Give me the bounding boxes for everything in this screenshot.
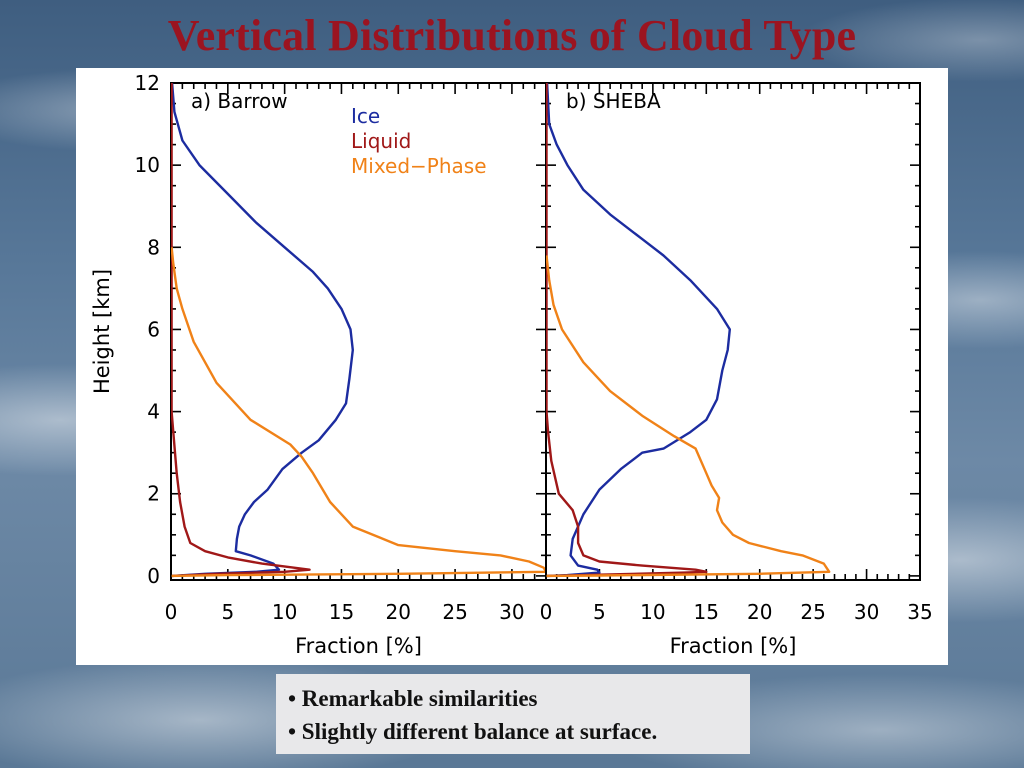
x-tick-label: 25 <box>800 600 825 624</box>
x-tick-label: 20 <box>386 600 411 624</box>
slide-title: Vertical Distributions of Cloud Type <box>167 11 857 60</box>
series-line-mixed-phase <box>171 247 546 578</box>
x-tick-label: 10 <box>272 600 297 624</box>
x-tick-label: 20 <box>747 600 772 624</box>
x-tick-label: 25 <box>442 600 467 624</box>
y-tick-label: 12 <box>135 71 160 95</box>
x-tick-label: 0 <box>540 600 553 624</box>
y-tick-label: 10 <box>135 153 160 177</box>
x-axis-label: Fraction [%] <box>670 634 797 658</box>
x-tick-label: 30 <box>499 600 524 624</box>
x-tick-label: 35 <box>907 600 932 624</box>
series-line-liquid <box>171 83 311 578</box>
cloud-type-chart: 0 5 10 15 20 25 30 0 2 4 6 8 10 12 Fraction [%] Height … <box>90 71 933 658</box>
legend-entry: Ice <box>351 104 380 128</box>
legend-entry: Mixed−Phase <box>351 154 487 178</box>
series-line-mixed-phase <box>546 255 831 578</box>
x-axis-label: Fraction [%] <box>295 634 422 658</box>
x-tick-label: 5 <box>221 600 234 624</box>
x-tick-label: 0 <box>165 600 178 624</box>
y-axis-label: Height [km] <box>90 269 114 394</box>
series-line-ice <box>546 83 731 578</box>
bullet-box: • Remarkable similarities • Slightly dif… <box>276 674 750 754</box>
plot-frame <box>545 82 921 581</box>
panel-label: b) SHEBA <box>566 89 661 113</box>
x-tick-label: 5 <box>593 600 606 624</box>
y-tick-label: 6 <box>147 317 160 341</box>
legend-entry: Liquid <box>351 129 411 153</box>
series-line-liquid <box>546 83 708 578</box>
bullet-item: • Remarkable similarities <box>288 686 538 711</box>
x-tick-label: 15 <box>329 600 354 624</box>
series-line-ice <box>171 83 354 578</box>
chart-panel-1: 0 5 10 15 20 25 30 0 2 4 6 8 10 12 Fraction [%] Height … <box>90 71 547 658</box>
figure-panel: 0 5 10 15 20 25 30 0 2 4 6 8 10 12 Fraction [%] Height … <box>76 68 948 665</box>
bullet-item: • Slightly different balance at surface. <box>288 719 658 744</box>
x-tick-label: 10 <box>640 600 665 624</box>
y-tick-label: 8 <box>147 235 160 259</box>
y-tick-label: 4 <box>147 400 160 424</box>
y-tick-label: 0 <box>147 564 160 588</box>
y-tick-label: 2 <box>147 482 160 506</box>
panel-label: a) Barrow <box>191 89 288 113</box>
x-tick-label: 15 <box>694 600 719 624</box>
x-tick-label: 30 <box>854 600 879 624</box>
chart-panel-2: 0 5 10 15 20 25 30 35 Fraction [%] b) SHEBA <box>540 82 933 658</box>
